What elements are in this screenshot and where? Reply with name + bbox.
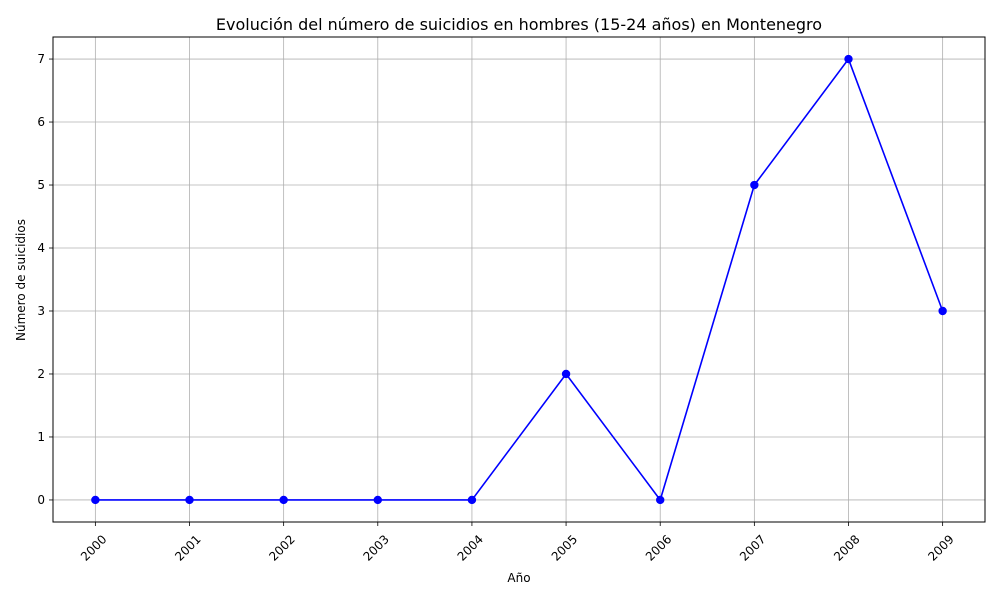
data-point-2004 (467, 495, 477, 505)
y-tick-label: 5 (37, 178, 45, 192)
y-tick-label: 2 (37, 367, 45, 381)
y-tick-label: 6 (37, 115, 45, 129)
data-point-2002 (279, 495, 288, 505)
data-point-2006 (656, 495, 665, 505)
data-point-2003 (373, 495, 382, 505)
y-tick-label: 7 (37, 52, 45, 66)
data-point-2008 (844, 54, 853, 64)
y-axis-label: Número de suicidios (14, 219, 28, 341)
y-tick-label: 3 (37, 304, 45, 318)
data-point-2001 (185, 495, 194, 505)
y-tick-label: 1 (37, 430, 45, 444)
series-line (95, 57, 944, 502)
plot-frame (52, 36, 986, 523)
data-point-2000 (91, 495, 100, 505)
chart-title: Evolución del número de suicidios en hom… (216, 15, 822, 34)
data-point-2009 (938, 306, 947, 316)
data-point-2005 (561, 369, 571, 379)
y-tick-label: 4 (37, 241, 45, 255)
y-tick-label: 0 (37, 493, 45, 507)
x-axis-label: Año (507, 571, 530, 585)
data-point-2007 (750, 180, 759, 190)
data-series (91, 54, 947, 505)
